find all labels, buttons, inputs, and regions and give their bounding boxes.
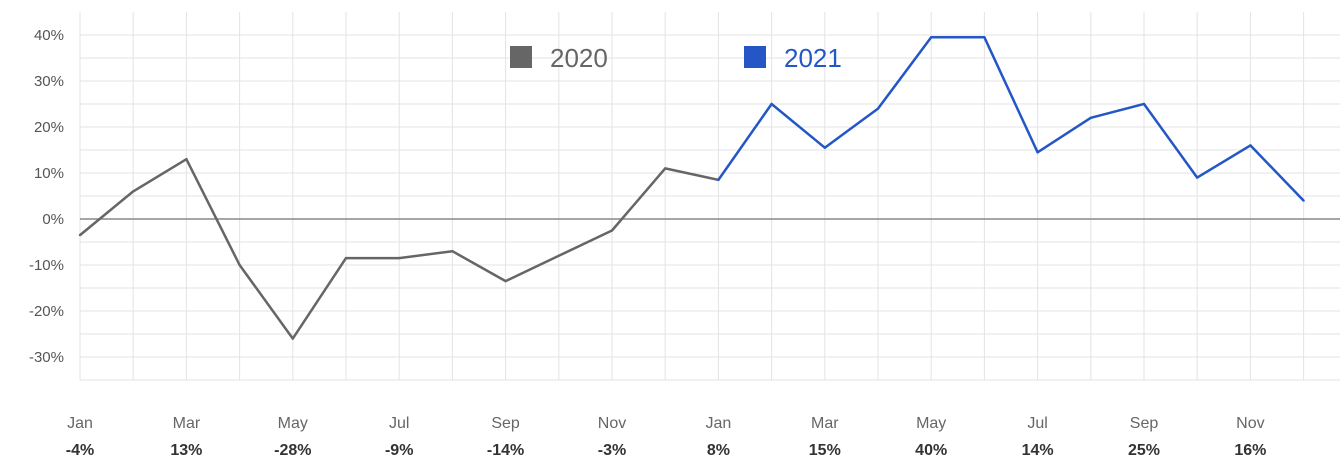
- data-point-2021[interactable]: [1036, 151, 1039, 154]
- grid: [79, 12, 1340, 381]
- x-tick-value-label: -4%: [66, 442, 94, 459]
- data-point-2021[interactable]: [930, 36, 933, 39]
- data-point-2021[interactable]: [717, 178, 720, 182]
- data-point-2020[interactable]: [132, 190, 135, 193]
- x-tick-month-label: Jul: [389, 415, 409, 432]
- data-point-2021[interactable]: [1249, 144, 1252, 147]
- x-tick-value-label: 40%: [915, 442, 947, 459]
- y-tick-label: -30%: [29, 349, 64, 366]
- x-tick-value-label: 14%: [1022, 442, 1054, 459]
- data-point-2020[interactable]: [78, 233, 82, 237]
- y-tick-label: 20%: [34, 119, 64, 136]
- data-point-2020[interactable]: [398, 256, 401, 260]
- series-lines: [78, 36, 1305, 340]
- y-tick-label: 40%: [34, 27, 64, 44]
- x-tick-month-label: Sep: [491, 415, 520, 432]
- y-tick-label: 0%: [42, 211, 64, 228]
- data-point-2021[interactable]: [1089, 116, 1093, 120]
- y-axis: 40% 30% 20% 10% 0% -10% -20% -30%: [29, 27, 64, 366]
- x-tick-month-label: May: [278, 415, 308, 432]
- y-tick-label: 10%: [34, 165, 64, 182]
- data-point-2020[interactable]: [610, 229, 614, 232]
- y-tick-label: -10%: [29, 257, 64, 274]
- legend-item-2021[interactable]: 2021: [744, 43, 842, 73]
- legend-label-2020: 2020: [550, 43, 608, 73]
- data-point-2021[interactable]: [1142, 102, 1146, 106]
- legend-swatch-2021: [744, 46, 766, 68]
- x-tick-value-label: 13%: [170, 442, 202, 459]
- series-line-2021[interactable]: [717, 36, 1305, 202]
- legend-label-2021: 2021: [784, 43, 842, 73]
- x-tick-month-label: Jan: [706, 415, 732, 432]
- data-point-2020[interactable]: [344, 256, 348, 260]
- x-tick-month-label: May: [916, 415, 946, 432]
- x-tick-month-label: Jul: [1027, 415, 1047, 432]
- x-tick-value-label: -3%: [598, 442, 626, 459]
- y-tick-label: -20%: [29, 303, 64, 320]
- x-tick-month-label: Jan: [67, 415, 93, 432]
- legend-swatch-2020: [510, 46, 532, 68]
- x-tick-month-label: Mar: [811, 415, 839, 432]
- x-tick-value-label: 8%: [707, 442, 730, 459]
- x-axis: Jan -4% Mar 13% May -28% Jul -9% Sep -14% Nov -3% Ja…: [66, 415, 1267, 459]
- x-tick-month-label: Nov: [598, 415, 626, 432]
- data-point-2021[interactable]: [1302, 199, 1305, 202]
- data-point-2020[interactable]: [238, 263, 241, 267]
- x-tick-value-label: -9%: [385, 442, 413, 459]
- data-point-2021[interactable]: [770, 102, 773, 106]
- x-tick-value-label: 16%: [1234, 442, 1266, 459]
- y-tick-label: 30%: [34, 73, 64, 90]
- x-tick-month-label: Nov: [1236, 415, 1264, 432]
- x-tick-value-label: 15%: [809, 442, 841, 459]
- data-point-2021[interactable]: [823, 146, 826, 149]
- legend-item-2020[interactable]: 2020: [510, 43, 608, 73]
- legend: 2020 2021: [510, 43, 842, 73]
- data-point-2020[interactable]: [291, 337, 294, 340]
- data-point-2020[interactable]: [504, 279, 507, 283]
- x-tick-value-label: -14%: [487, 442, 524, 459]
- data-point-2020[interactable]: [451, 250, 454, 253]
- data-point-2020[interactable]: [557, 254, 560, 257]
- data-point-2021[interactable]: [876, 107, 880, 110]
- data-point-2021[interactable]: [1196, 176, 1199, 179]
- x-tick-value-label: -28%: [274, 442, 311, 459]
- data-point-2020[interactable]: [664, 167, 667, 170]
- data-point-2020[interactable]: [185, 158, 188, 161]
- data-point-2021[interactable]: [983, 36, 986, 39]
- x-tick-value-label: 25%: [1128, 442, 1160, 459]
- x-tick-month-label: Mar: [173, 415, 201, 432]
- x-tick-month-label: Sep: [1130, 415, 1159, 432]
